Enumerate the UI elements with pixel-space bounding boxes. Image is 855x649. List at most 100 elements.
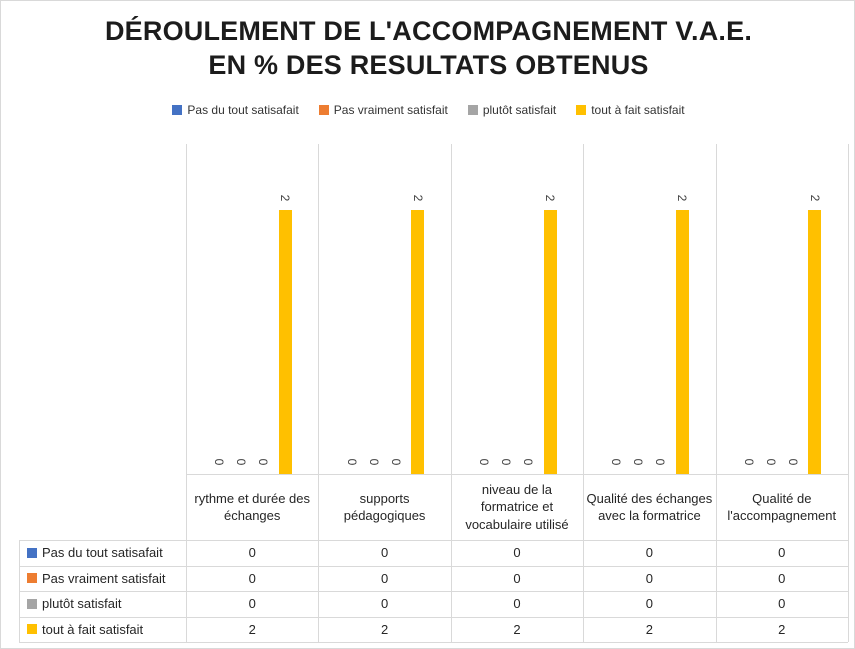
table-legend-key-swatch-icon: [27, 547, 37, 558]
bar-data-label: 0: [785, 458, 800, 466]
table-value-cell: 0: [248, 596, 256, 612]
bar-data-label: 2: [543, 194, 557, 202]
table-row-label: plutôt satisfait: [42, 596, 122, 612]
legend-item-label: plutôt satisfait: [482, 103, 557, 117]
table-value-cell: 0: [513, 596, 521, 612]
table-value-cell: 2: [248, 621, 256, 637]
table-value-cell: 2: [778, 621, 786, 637]
category-separator-gridline: [848, 144, 849, 474]
table-category-header-cell: niveau de la formatrice et vocabulaire u…: [454, 475, 580, 539]
table-border-line: [583, 474, 584, 642]
table-border-line: [186, 474, 187, 642]
bar: [808, 210, 822, 474]
table-value-cell: 2: [380, 621, 389, 637]
table-border-line: [19, 617, 848, 618]
table-legend-key-swatch-icon: [27, 598, 37, 609]
category-label: supports pédagogiques: [343, 490, 426, 523]
table-value-cell: 0: [778, 570, 786, 586]
legend-key-swatch-icon: [576, 105, 587, 115]
category-separator-gridline: [186, 144, 187, 474]
bar-data-label: 0: [477, 458, 491, 466]
table-value-cell: 0: [645, 545, 653, 561]
bar-data-label: 0: [763, 458, 778, 466]
legend-key-swatch-icon: [172, 105, 183, 115]
table-border-line: [19, 540, 848, 541]
table-value-cell: 0: [645, 570, 653, 586]
category-separator-gridline: [451, 144, 452, 474]
bar-data-label: 0: [388, 458, 403, 466]
table-value-cell: 2: [645, 621, 653, 637]
bar-data-label: 0: [741, 458, 756, 466]
table-value-cell: 0: [513, 545, 521, 561]
chart-title-line1: DÉROULEMENT DE L'ACCOMPAGNEMENT V.A.E.: [104, 16, 753, 46]
bar-data-label: 0: [609, 458, 624, 466]
category-separator-gridline: [583, 144, 584, 474]
legend-key-swatch-icon: [467, 105, 478, 115]
category-label: Qualité des échanges avec la formatrice: [586, 490, 713, 523]
table-border-line: [186, 474, 848, 475]
legend-item-label: Pas du tout satisafait: [187, 103, 299, 117]
category-separator-gridline: [318, 144, 319, 474]
table-value-cell: 0: [248, 545, 256, 561]
category-label: rythme et durée des échanges: [194, 490, 310, 523]
bar-data-label: 2: [807, 194, 822, 202]
chart-legend: Pas du tout satisafait Pas vraiment satis…: [1, 103, 854, 117]
legend-item-2: Pas vraiment satisfait: [318, 103, 448, 117]
bar: [278, 210, 292, 474]
bar-data-label: 2: [278, 194, 293, 202]
category-label: niveau de la formatrice et vocabulaire u…: [465, 482, 569, 532]
table-category-header-cell: supports pédagogiques: [321, 475, 447, 539]
chart-title: DÉROULEMENT DE L'ACCOMPAGNEMENT V.A.E. E…: [1, 14, 854, 82]
legend-item-label: tout à fait satisfait: [591, 103, 685, 117]
bar-data-label: 2: [410, 194, 425, 202]
legend-item-4: tout à fait satisfait: [576, 103, 685, 117]
bar: [675, 210, 689, 474]
table-value-cell: 0: [513, 570, 521, 586]
bar: [411, 210, 425, 474]
bar-data-label: 0: [653, 458, 668, 466]
legend-item-label: Pas vraiment satisfait: [333, 103, 448, 117]
table-category-header-cell: Qualité des échanges avec la formatrice: [586, 475, 713, 539]
bar-data-label: 0: [521, 458, 535, 466]
category-label: Qualité de l'accompagnement: [727, 490, 837, 523]
table-value-cell: 0: [248, 570, 256, 586]
table-value-cell: 0: [380, 596, 389, 612]
table-border-line: [716, 474, 717, 642]
table-row-label: Pas vraiment satisfait: [42, 570, 166, 586]
table-border-line: [318, 474, 319, 642]
table-border-line: [19, 566, 848, 567]
bar-data-label: 0: [256, 458, 271, 466]
table-legend-key-swatch-icon: [27, 573, 37, 584]
table-row-label-cell: tout à fait satisfait: [27, 617, 184, 643]
bar-data-label: 0: [212, 458, 227, 466]
bar: [543, 210, 557, 474]
table-border-line: [451, 474, 452, 642]
table-value-cell: 0: [778, 545, 786, 561]
bar-data-label: 0: [234, 458, 249, 466]
table-row-label-cell: Pas vraiment satisfait: [27, 566, 184, 592]
table-border-line: [848, 474, 849, 642]
legend-key-swatch-icon: [318, 105, 329, 115]
legend-item-1: Pas du tout satisafait: [172, 103, 299, 117]
bar-data-label: 0: [499, 458, 513, 466]
bar-data-label: 2: [675, 194, 690, 202]
table-value-cell: 2: [513, 621, 521, 637]
table-row-label: tout à fait satisfait: [42, 621, 144, 637]
table-value-cell: 0: [380, 570, 389, 586]
table-category-header-cell: Qualité de l'accompagnement: [719, 475, 845, 539]
table-legend-key-swatch-icon: [27, 624, 37, 635]
legend-item-3: plutôt satisfait: [467, 103, 557, 117]
bar-data-label: 0: [631, 458, 646, 466]
table-row-label-cell: plutôt satisfait: [27, 591, 184, 617]
bar-data-label: 0: [366, 458, 381, 466]
table-row-label-cell: Pas du tout satisafait: [27, 540, 184, 566]
category-separator-gridline: [716, 144, 717, 474]
table-value-cell: 0: [380, 545, 389, 561]
table-border-line: [19, 540, 20, 642]
bar-data-label: 0: [344, 458, 359, 466]
table-value-cell: 0: [645, 596, 653, 612]
table-border-line: [19, 591, 848, 592]
table-category-header-cell: rythme et durée des échanges: [189, 475, 315, 539]
